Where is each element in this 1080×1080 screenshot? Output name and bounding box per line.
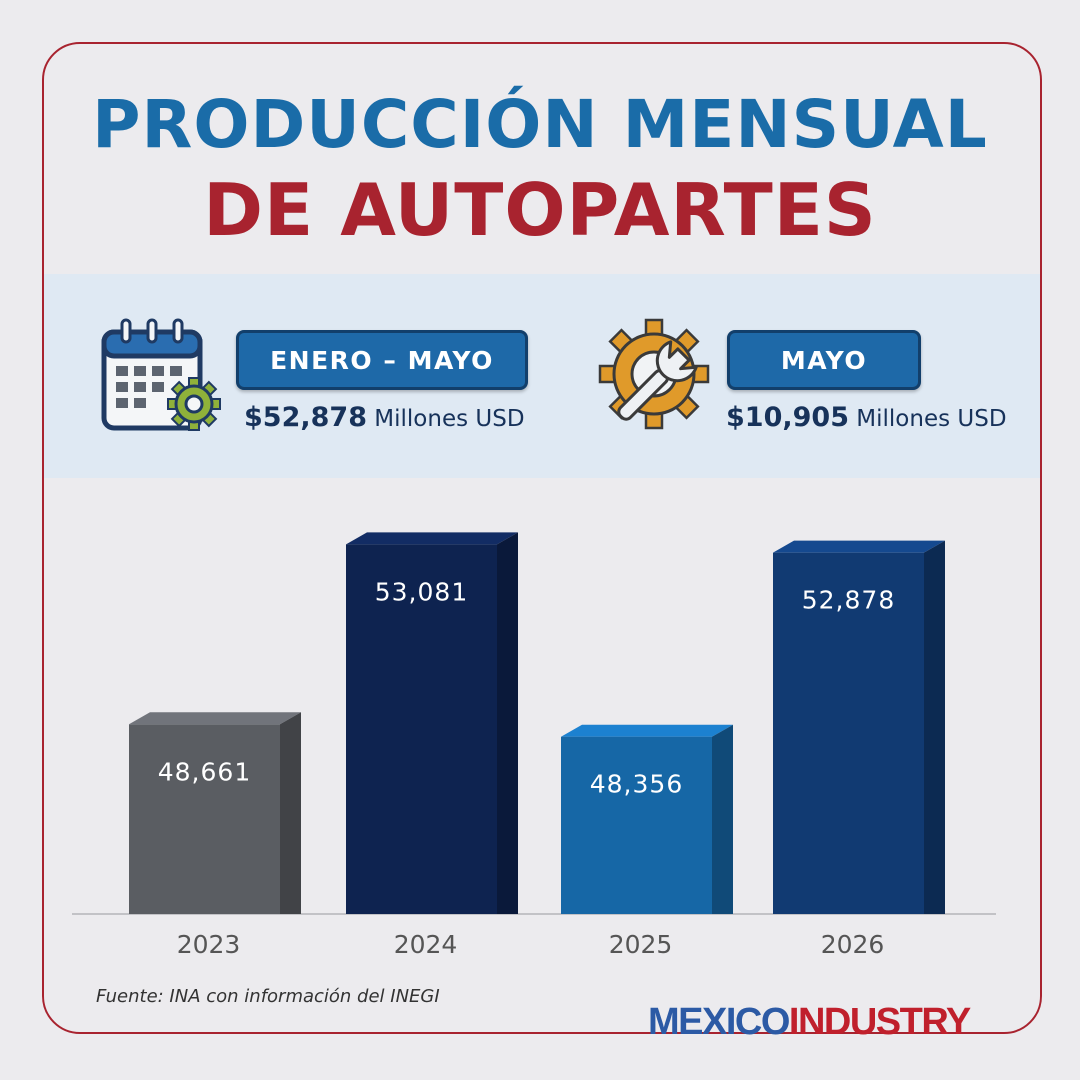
bar-top-face bbox=[129, 712, 301, 725]
bar-side-face bbox=[280, 712, 301, 914]
bar-side-face bbox=[924, 540, 945, 914]
bar-side-face bbox=[712, 724, 733, 914]
chart-title-line-1: PRODUCCIÓN MENSUAL bbox=[92, 86, 988, 163]
bar-front-face bbox=[129, 724, 280, 914]
bar-2026 bbox=[773, 540, 945, 914]
bar-value-label: 53,081 bbox=[375, 577, 468, 606]
x-tick-label: 2026 bbox=[821, 930, 885, 959]
chart-title-line-2: DE AUTOPARTES bbox=[203, 168, 877, 252]
x-tick-label: 2024 bbox=[394, 930, 458, 959]
bar-value-label: 48,661 bbox=[158, 757, 251, 786]
bar-2024 bbox=[346, 532, 518, 914]
bar-top-face bbox=[346, 532, 518, 545]
bar-top-face bbox=[773, 540, 945, 553]
bar-value-label: 48,356 bbox=[590, 770, 683, 799]
bar-front-face bbox=[346, 544, 497, 914]
brand-logo: MEXICOINDUSTRY bbox=[648, 1001, 971, 1044]
bar-2023 bbox=[129, 712, 301, 914]
period-badge-mayo: MAYO bbox=[727, 330, 921, 390]
bar-top-face bbox=[561, 724, 733, 737]
gear-wrench-icon bbox=[598, 318, 710, 430]
stat-mayo-unit: Millones USD bbox=[856, 406, 1007, 432]
bar-value-label: 52,878 bbox=[802, 586, 895, 615]
stat-mayo: $10,905 Millones USD bbox=[726, 402, 1007, 433]
stat-mayo-amount: $10,905 bbox=[726, 402, 849, 433]
stat-enero-mayo-unit: Millones USD bbox=[374, 406, 525, 432]
source-note: Fuente: INA con información del INEGI bbox=[96, 986, 440, 1007]
brand-logo-part-1: MEXICO bbox=[648, 1001, 790, 1043]
bar-front-face bbox=[561, 736, 712, 914]
stat-enero-mayo-amount: $52,878 bbox=[244, 402, 367, 433]
brand-logo-part-2: INDUSTRY bbox=[788, 1001, 971, 1043]
calendar-gear-icon bbox=[101, 318, 221, 431]
x-tick-label: 2023 bbox=[177, 930, 241, 959]
bar-front-face bbox=[773, 552, 924, 914]
bar-side-face bbox=[497, 532, 518, 914]
stat-enero-mayo: $52,878 Millones USD bbox=[244, 402, 525, 433]
bar-2025 bbox=[561, 724, 733, 914]
period-badge-enero-mayo: ENERO – MAYO bbox=[236, 330, 528, 390]
card-frame bbox=[42, 42, 1042, 1034]
x-tick-label: 2025 bbox=[609, 930, 673, 959]
